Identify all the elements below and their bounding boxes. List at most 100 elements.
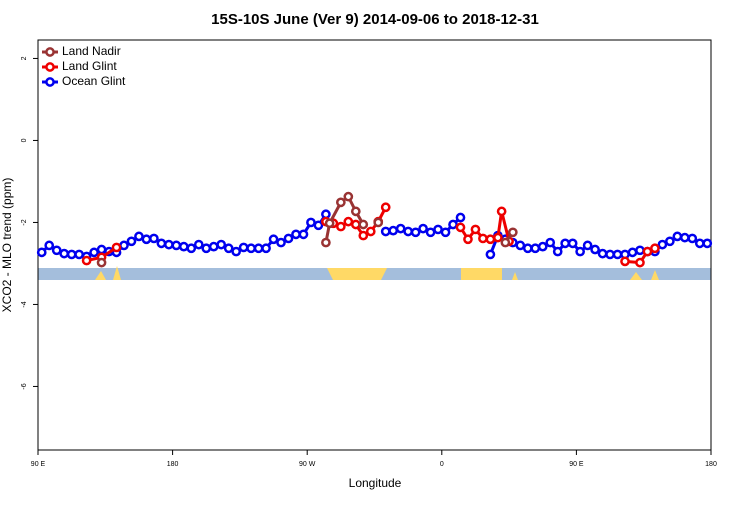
x-tick-label: 90 E xyxy=(569,461,584,468)
point xyxy=(306,217,316,228)
point xyxy=(223,243,234,254)
point xyxy=(635,245,645,256)
point xyxy=(373,217,384,228)
point xyxy=(395,223,406,234)
point xyxy=(455,212,466,223)
point xyxy=(59,248,70,259)
point xyxy=(410,227,421,238)
point xyxy=(605,249,615,260)
point xyxy=(291,229,301,240)
point xyxy=(500,237,511,248)
point xyxy=(560,238,571,249)
point xyxy=(665,236,675,247)
point xyxy=(433,224,443,235)
point xyxy=(478,233,488,244)
point xyxy=(321,237,331,248)
y-tick-label: 0 xyxy=(21,138,28,142)
point xyxy=(178,241,189,252)
point xyxy=(321,209,331,220)
point xyxy=(627,247,638,258)
point xyxy=(238,242,249,253)
legend-label: Land Nadir xyxy=(62,44,121,58)
point xyxy=(657,239,668,250)
point xyxy=(515,240,526,251)
point xyxy=(702,238,713,249)
point xyxy=(582,240,593,251)
point xyxy=(66,249,77,260)
point xyxy=(485,249,496,260)
plot-frame xyxy=(37,39,712,451)
point xyxy=(687,233,698,244)
point xyxy=(74,249,84,260)
legend-label: Land Glint xyxy=(62,59,117,73)
point xyxy=(298,229,309,240)
point xyxy=(455,222,466,233)
point xyxy=(336,197,346,208)
y-axis-label: XCO2 - MLO trend (ppm) xyxy=(0,178,14,313)
point xyxy=(246,243,256,254)
point xyxy=(253,243,264,254)
point xyxy=(440,227,451,238)
point xyxy=(336,221,346,232)
land-band xyxy=(630,272,642,280)
y-tick-label: -2 xyxy=(21,219,28,225)
point xyxy=(324,218,335,229)
point xyxy=(149,233,159,244)
point xyxy=(463,234,473,245)
point xyxy=(590,244,600,255)
point xyxy=(470,224,481,235)
point xyxy=(380,202,391,213)
point xyxy=(672,231,683,242)
point xyxy=(261,243,271,254)
x-tick-label: 180 xyxy=(705,461,717,468)
point xyxy=(388,225,399,236)
point xyxy=(44,240,55,251)
point xyxy=(635,257,645,268)
point xyxy=(493,232,503,243)
point xyxy=(141,234,152,245)
point xyxy=(96,257,107,268)
land-band xyxy=(327,268,387,280)
point xyxy=(216,239,227,250)
x-axis-label: Longitude xyxy=(349,476,402,490)
point xyxy=(642,246,653,257)
x-tick-label: 90 E xyxy=(31,461,46,468)
point xyxy=(358,219,369,230)
point xyxy=(119,240,129,251)
land-band xyxy=(512,272,518,280)
y-tick-label: -4 xyxy=(21,301,28,307)
point xyxy=(276,237,286,248)
point xyxy=(380,226,391,237)
x-tick-label: 0 xyxy=(440,461,444,468)
point xyxy=(365,226,376,237)
land-band xyxy=(113,266,121,280)
point xyxy=(694,238,705,249)
legend-item: Ocean Glint xyxy=(42,74,126,88)
point xyxy=(403,226,413,237)
point xyxy=(545,237,556,248)
point xyxy=(134,231,144,242)
point xyxy=(186,243,197,254)
legend-marker xyxy=(45,77,55,87)
point xyxy=(530,243,541,254)
point xyxy=(126,236,137,247)
y-tick-label: 2 xyxy=(21,56,28,60)
point xyxy=(156,238,167,249)
chart-title: 15S-10S June (Ver 9) 2014-09-06 to 2018-… xyxy=(211,11,539,28)
point xyxy=(679,232,690,243)
point xyxy=(171,240,182,251)
point xyxy=(51,245,62,256)
x-tick-label: 90 W xyxy=(299,461,316,468)
land-band xyxy=(461,268,502,280)
point xyxy=(89,247,99,258)
point xyxy=(81,255,92,266)
point xyxy=(575,246,585,257)
point xyxy=(268,234,279,245)
point xyxy=(283,233,294,244)
point xyxy=(620,256,630,267)
point xyxy=(612,249,623,260)
point xyxy=(496,206,507,217)
point xyxy=(522,243,533,254)
